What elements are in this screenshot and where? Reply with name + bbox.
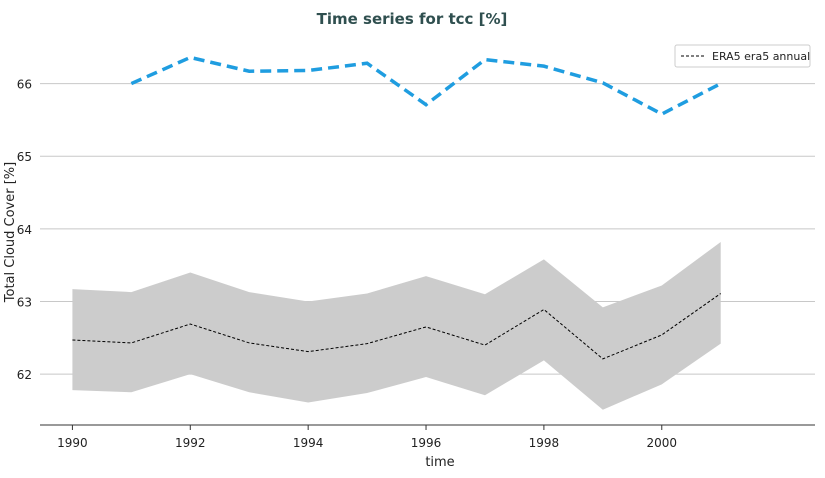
legend-box xyxy=(674,44,811,68)
y-tick-label: 62 xyxy=(17,368,32,382)
y-tick-label: 64 xyxy=(17,223,32,237)
x-tick-label: 1996 xyxy=(411,436,442,450)
x-tick-label: 1992 xyxy=(175,436,206,450)
legend: ERA5 era5 annual xyxy=(674,44,811,68)
uncertainty-band xyxy=(72,241,721,410)
series-line-0 xyxy=(72,293,721,360)
y-tick-label: 63 xyxy=(17,296,32,310)
x-tick-label: 2000 xyxy=(646,436,677,450)
chart-title: Time series for tcc [%] xyxy=(317,10,508,28)
y-axis-label: Total Cloud Cover [%] xyxy=(3,162,18,303)
legend-label: ERA5 era5 annual xyxy=(712,50,810,63)
y-tick-label: 65 xyxy=(17,150,32,164)
series-line-1 xyxy=(130,55,722,117)
x-tick-label: 1990 xyxy=(57,436,88,450)
x-axis-label: time xyxy=(425,455,454,470)
x-tick-label: 1998 xyxy=(529,436,560,450)
x-tick-label: 1994 xyxy=(293,436,324,450)
y-tick-label: 66 xyxy=(17,78,32,92)
